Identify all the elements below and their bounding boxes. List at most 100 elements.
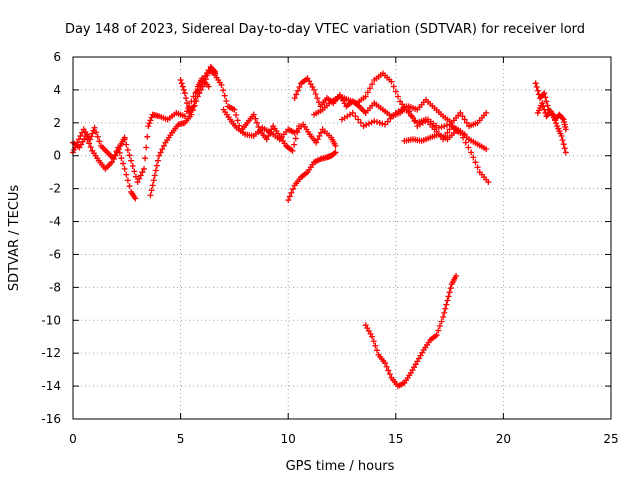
data-point — [294, 87, 301, 94]
data-point — [296, 84, 303, 91]
data-point — [440, 313, 447, 320]
data-point — [88, 133, 95, 140]
y-tick-label: 4 — [53, 83, 61, 97]
series-track-11 — [401, 128, 468, 144]
data-point — [253, 119, 260, 126]
data-point — [177, 77, 184, 84]
data-point — [233, 112, 240, 119]
data-point — [542, 94, 549, 101]
data-point — [190, 103, 197, 110]
data-point — [129, 163, 136, 170]
data-point — [139, 169, 146, 176]
data-point — [285, 197, 292, 204]
data-point — [470, 154, 477, 161]
data-point — [408, 113, 415, 120]
data-point — [131, 168, 138, 175]
data-point — [149, 182, 156, 189]
series-track-5 — [177, 75, 212, 116]
x-tick-label: 0 — [69, 432, 77, 446]
data-point — [318, 129, 325, 136]
data-point — [461, 131, 468, 138]
data-point — [447, 285, 454, 292]
data-point — [314, 136, 321, 143]
series-track-4 — [147, 63, 219, 199]
data-point — [373, 118, 380, 125]
data-point — [474, 164, 481, 171]
chart-title: Day 148 of 2023, Sidereal Day-to-day VTE… — [65, 22, 585, 37]
data-point — [441, 309, 448, 316]
data-point — [369, 333, 376, 340]
data-point — [560, 141, 567, 148]
data-point — [411, 118, 418, 125]
data-point — [86, 140, 93, 147]
series-track-12 — [285, 149, 339, 204]
data-point — [132, 173, 139, 180]
data-point — [532, 80, 539, 87]
data-point — [433, 332, 440, 339]
data-point — [462, 139, 469, 146]
data-point — [441, 123, 448, 130]
y-tick-label: 2 — [53, 116, 61, 130]
data-point — [178, 80, 185, 87]
data-point — [311, 86, 318, 93]
data-point — [150, 177, 157, 184]
series-track-2 — [70, 124, 128, 163]
data-point — [372, 342, 379, 349]
y-tick-label: -8 — [49, 280, 61, 294]
data-point — [204, 72, 211, 79]
data-point — [331, 150, 338, 157]
data-point — [134, 179, 141, 186]
data-point — [87, 136, 94, 143]
data-point — [468, 149, 475, 156]
x-tick-label: 20 — [496, 432, 511, 446]
data-point — [147, 192, 154, 199]
data-point — [539, 100, 546, 107]
series-track-13 — [362, 272, 460, 390]
data-point — [234, 117, 241, 124]
data-point — [533, 84, 540, 91]
data-point — [289, 147, 296, 154]
data-point — [79, 129, 86, 136]
y-tick-label: -6 — [49, 247, 61, 261]
y-tick-label: -16 — [41, 412, 61, 426]
data-point — [124, 177, 131, 184]
data-point — [392, 88, 399, 95]
axis-ticks: 0 5 10 15 20 25 -16 -14 -12 -10 -8 -6 -4 -2 0 2 4 6 — [41, 50, 618, 446]
data-point — [156, 152, 163, 159]
data-point — [77, 132, 84, 139]
data-point — [263, 136, 270, 143]
data-point — [369, 81, 376, 88]
data-point — [291, 95, 298, 102]
data-point — [205, 83, 212, 90]
data-point — [132, 195, 139, 202]
data-point — [364, 89, 371, 96]
data-point — [148, 187, 155, 194]
data-point — [390, 112, 397, 119]
data-point — [371, 118, 378, 125]
data-point — [291, 141, 298, 148]
data-point — [394, 93, 401, 100]
data-point — [382, 121, 389, 128]
data-point — [366, 85, 373, 92]
data-point — [438, 123, 445, 130]
y-tick-label: -10 — [41, 313, 61, 327]
data-point — [223, 98, 230, 105]
data-point — [252, 115, 259, 122]
data-point — [332, 142, 339, 149]
data-point — [368, 119, 375, 126]
data-point — [123, 141, 130, 148]
data-point — [128, 157, 135, 164]
data-point — [250, 111, 257, 118]
data-point — [562, 149, 569, 156]
series-track-6 — [212, 72, 302, 154]
data-point — [443, 122, 450, 129]
data-point — [145, 123, 152, 130]
data-point — [463, 119, 470, 126]
data-point — [312, 91, 319, 98]
data-point — [151, 172, 158, 179]
data-point — [141, 165, 148, 172]
data-point — [126, 183, 133, 190]
y-tick-label: -4 — [49, 215, 61, 229]
data-point — [193, 88, 200, 95]
data-point — [445, 293, 452, 300]
